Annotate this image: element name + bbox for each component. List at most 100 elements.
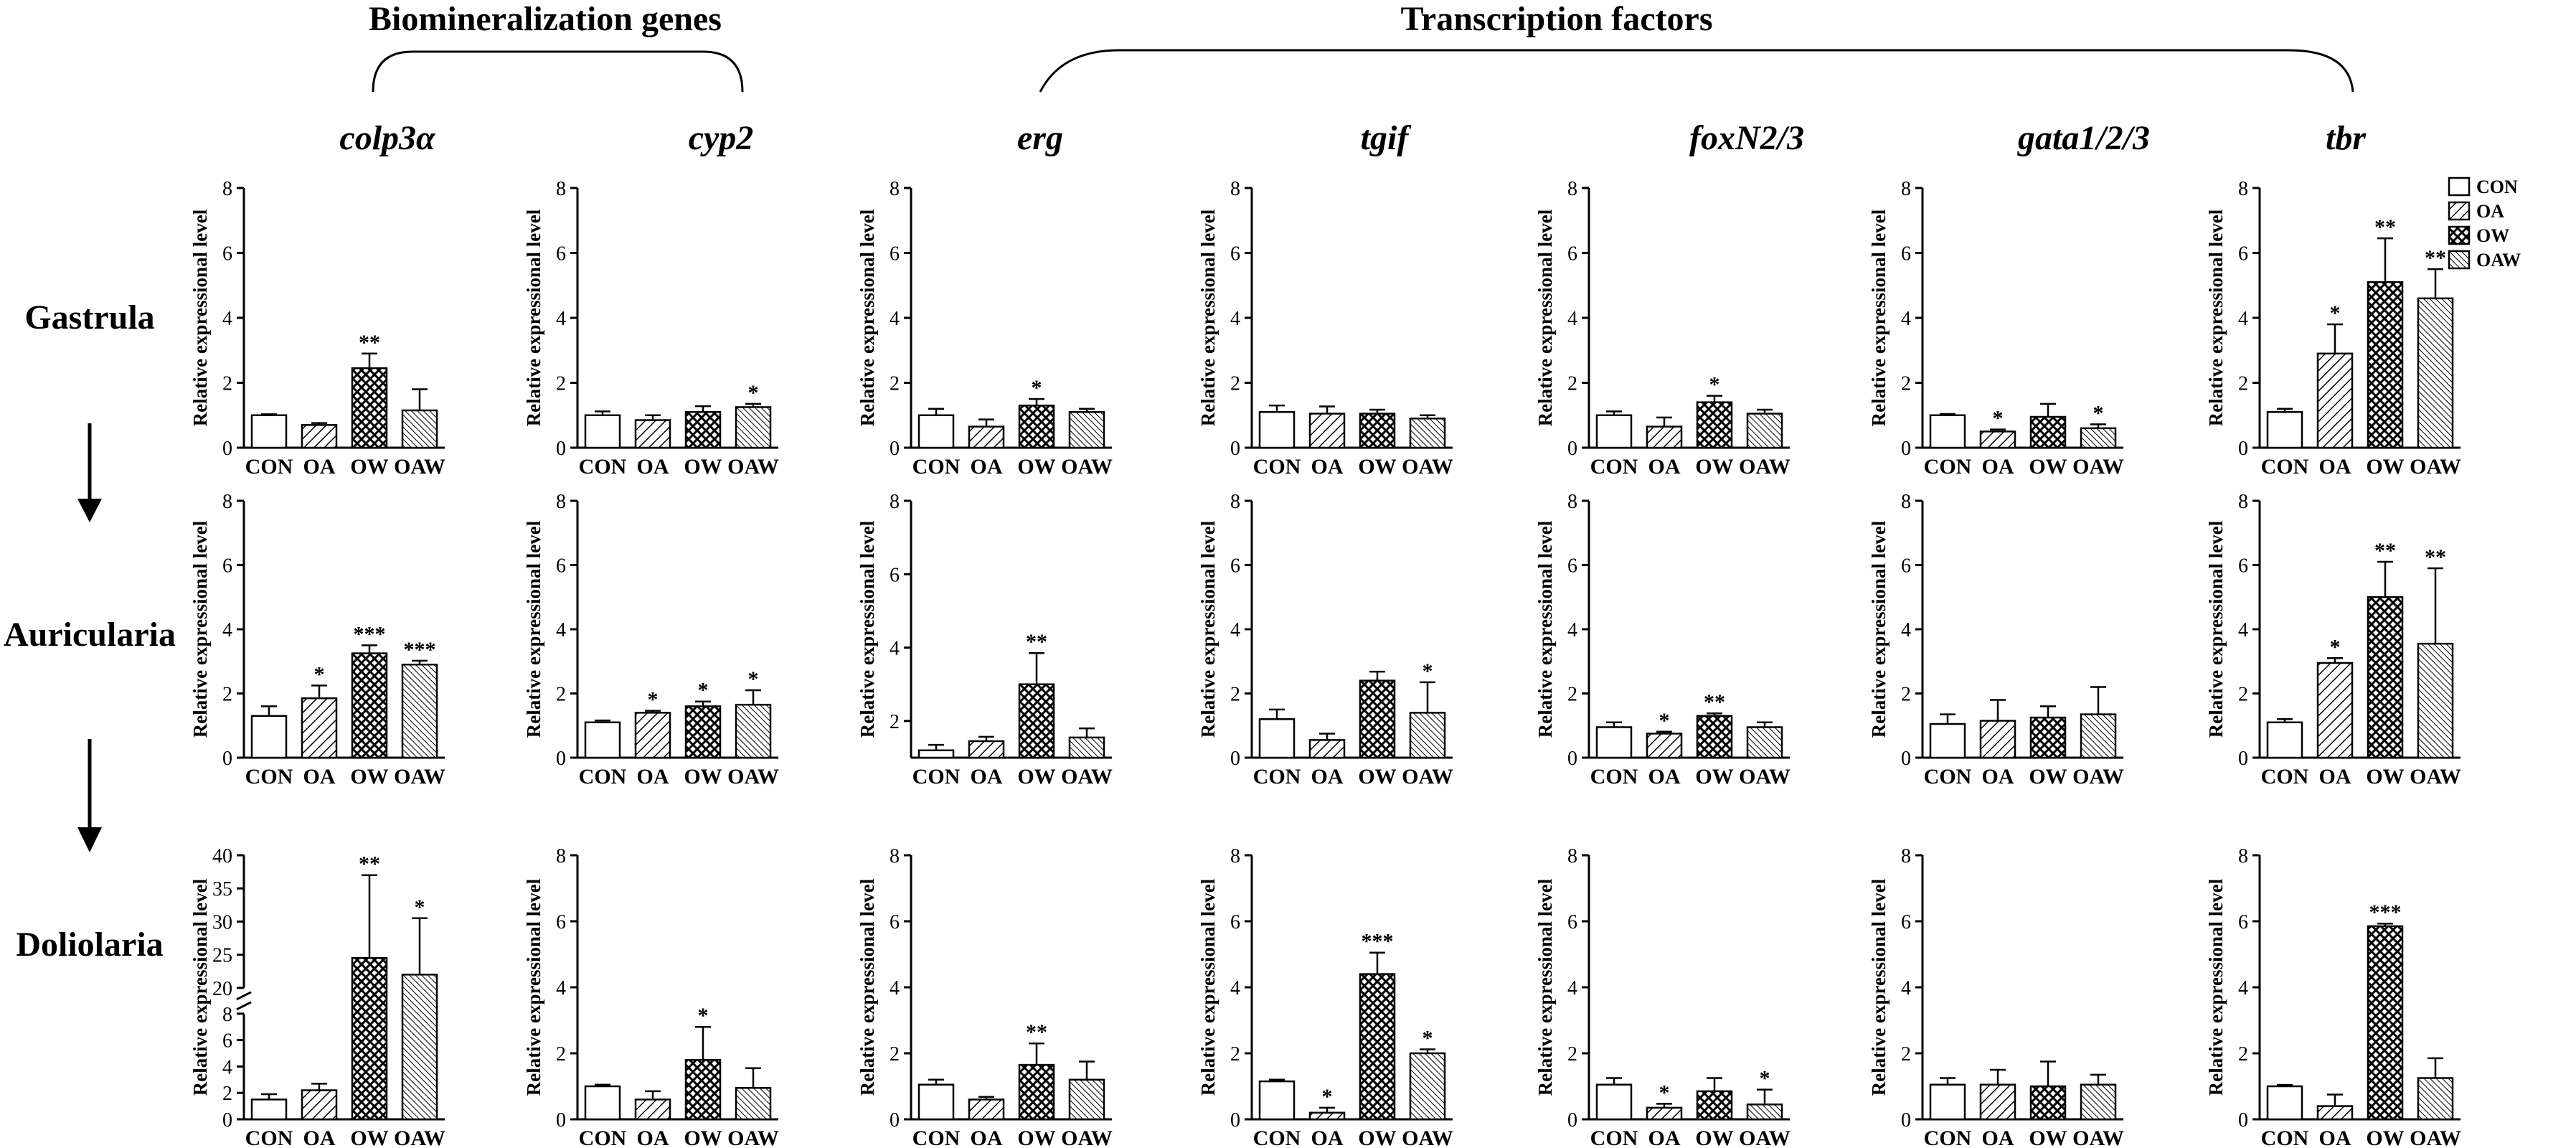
x-tick-label: OAW — [1739, 1126, 1791, 1148]
legend-swatch — [2448, 225, 2471, 245]
bar — [1929, 723, 1966, 759]
y-tick-label: 8 — [222, 178, 232, 200]
bar — [917, 414, 955, 449]
x-tick-label: OW — [684, 765, 722, 789]
x-tick-label: OAW — [1402, 1126, 1453, 1148]
gene-title: erg — [1017, 119, 1063, 157]
x-tick-label: OW — [1695, 765, 1733, 789]
y-tick-label: 30 — [212, 911, 232, 933]
x-tick-label: OAW — [1402, 455, 1453, 479]
x-tick-label: OA — [1311, 765, 1344, 789]
legend: CON OA OW OAW — [2448, 177, 2521, 270]
axis-break-mark — [236, 991, 252, 1001]
bar — [1595, 1083, 1633, 1121]
y-tick-label: 8 — [1567, 845, 1577, 867]
bar — [1068, 736, 1105, 759]
y-tick-label: 8 — [1901, 178, 1911, 200]
x-tick-label: CON — [245, 1126, 293, 1148]
y-tick-label: 2 — [556, 373, 566, 395]
y-axis-label: Relative expressional level — [857, 520, 878, 738]
bar — [1308, 413, 1346, 449]
legend-swatch — [2448, 201, 2471, 221]
x-tick-label: OA — [2319, 1126, 2351, 1148]
x-tick-label: OAW — [1739, 765, 1791, 789]
significance-label: * — [415, 895, 425, 919]
significance-label: ** — [1026, 1020, 1047, 1044]
y-tick-label: 4 — [2238, 308, 2248, 330]
bar — [1696, 401, 1733, 449]
y-tick-label: 4 — [1567, 308, 1577, 330]
y-axis-label: Relative expressional level — [1197, 520, 1219, 738]
stage-label: Doliolaria — [16, 926, 163, 964]
bar — [250, 715, 288, 759]
stage-label: Auricularia — [4, 616, 176, 654]
y-tick-label: 2 — [222, 684, 232, 706]
y-tick-label: 8 — [222, 491, 232, 513]
x-tick-label: OAW — [1402, 765, 1453, 789]
y-tick-label: 8 — [1567, 491, 1577, 513]
x-tick-label: OW — [1695, 455, 1733, 479]
chart-panel: 0 2 4 6 8 Relative expressional level CON * OA * O… — [523, 491, 779, 789]
x-tick-label: OA — [1311, 1126, 1344, 1148]
significance-label: * — [2330, 301, 2341, 325]
chart-panel: 0 2 4 6 8 Relative expressional level CON OA * OW… — [857, 178, 1113, 479]
bar — [2316, 1105, 2354, 1121]
significance-label: ** — [2425, 246, 2446, 270]
significance-label: * — [2330, 635, 2341, 659]
header-transcription: Transcription factors — [1400, 0, 1712, 38]
x-tick-label: OAW — [1739, 455, 1791, 479]
y-tick-label: 4 — [890, 308, 900, 330]
x-tick-label: OW — [2029, 765, 2067, 789]
legend-label: CON — [2476, 177, 2518, 197]
x-tick-label: OW — [2366, 455, 2404, 479]
x-tick-label: OAW — [1061, 455, 1113, 479]
y-tick-label: 4 — [222, 619, 232, 641]
y-tick-label: 20 — [212, 978, 232, 1000]
significance-label: *** — [2369, 900, 2402, 924]
y-tick-label: 6 — [890, 911, 900, 933]
y-tick-label: 2 — [1567, 1043, 1577, 1065]
y-axis-label: Relative expressional level — [189, 209, 211, 426]
bar — [1646, 425, 1683, 449]
y-tick-label: 0 — [2238, 438, 2248, 460]
x-tick-label: OW — [2029, 455, 2067, 479]
y-axis-label: Relative expressional level — [857, 878, 878, 1096]
bar — [301, 697, 338, 759]
x-tick-label: OW — [2029, 1126, 2067, 1148]
bar — [684, 705, 722, 759]
y-axis-label: Relative expressional level — [1534, 209, 1556, 426]
x-tick-label: OA — [2319, 455, 2351, 479]
y-tick-label: 0 — [222, 748, 232, 770]
y-tick-label: 8 — [1230, 491, 1240, 513]
axis-break-mark — [236, 1001, 252, 1011]
chart-panel: 0 2 4 6 8 Relative expressional level CON OA * OW… — [523, 845, 779, 1148]
legend-swatch — [2448, 177, 2471, 197]
bar — [1258, 718, 1296, 759]
bar — [2367, 596, 2404, 759]
y-tick-label: 8 — [890, 178, 900, 200]
significance-label: ** — [1704, 690, 1725, 714]
x-tick-label: OAW — [727, 455, 779, 479]
bar — [1018, 404, 1055, 449]
significance-label: *** — [1362, 930, 1394, 954]
bar — [1646, 733, 1683, 759]
bar — [2080, 713, 2117, 759]
y-tick-label: 6 — [890, 243, 900, 265]
bar — [2266, 1085, 2303, 1121]
y-tick-label: 6 — [890, 564, 900, 586]
y-tick-label: 6 — [222, 243, 232, 265]
gene-title: foxN2/3 — [1689, 119, 1804, 157]
y-tick-label: 0 — [556, 438, 566, 460]
bar — [735, 406, 772, 449]
x-tick-label: CON — [579, 765, 627, 789]
chart-panel: 2 4 6 8 Relative expressional level CON OA ** OW… — [857, 491, 1113, 789]
significance-label: * — [1659, 1081, 1670, 1104]
bar — [1359, 679, 1396, 759]
y-tick-label: 4 — [890, 977, 900, 999]
x-tick-label: CON — [2261, 765, 2309, 789]
bar — [1746, 1104, 1783, 1121]
x-tick-label: CON — [1253, 1126, 1301, 1148]
